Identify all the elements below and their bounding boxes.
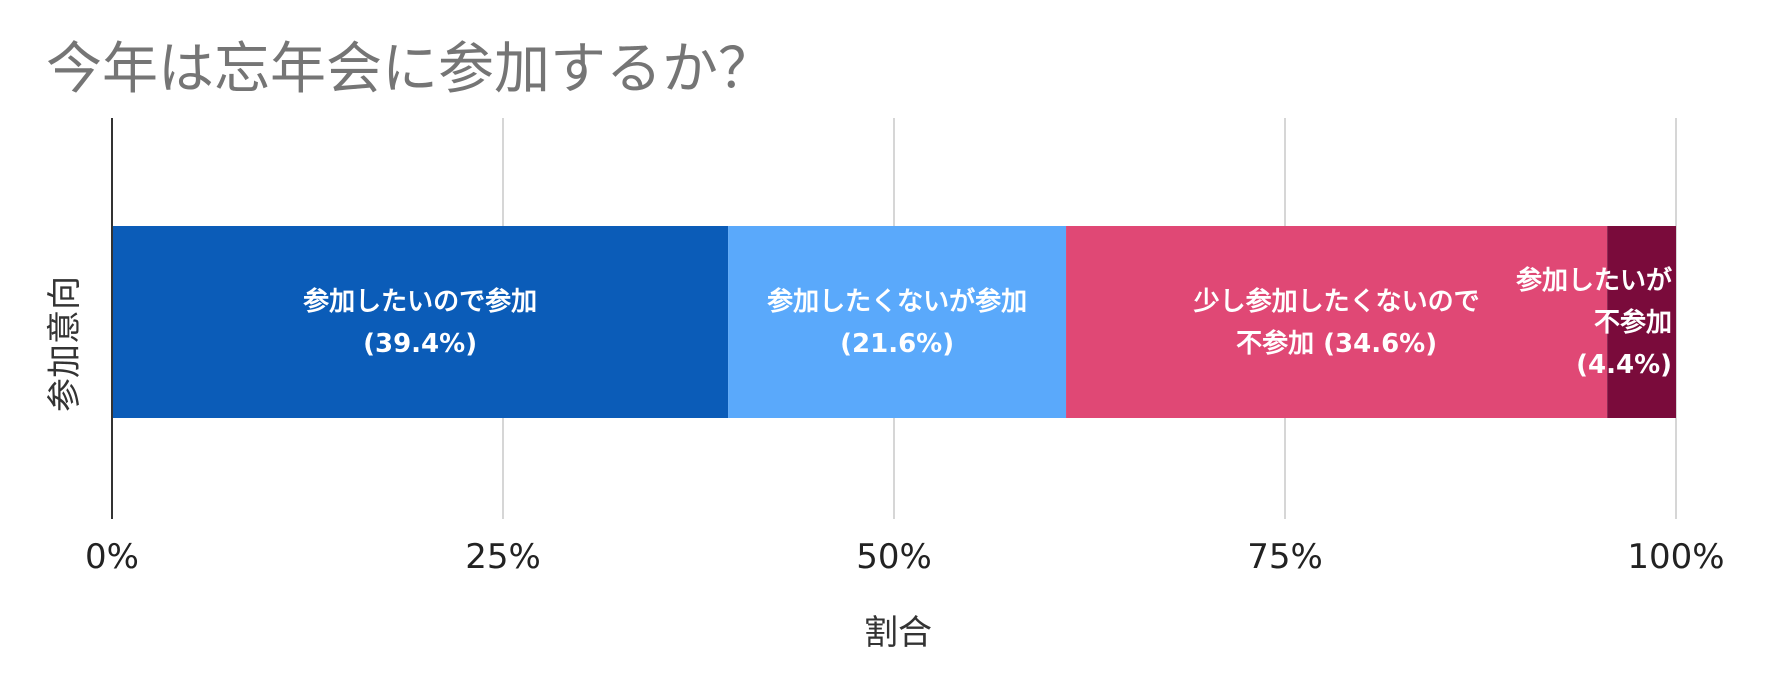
bar-segment bbox=[728, 226, 1067, 418]
x-axis-title: 割合 bbox=[864, 613, 932, 653]
bar-segment-label: 少し参加したくないので不参加 (34.6%) bbox=[1193, 286, 1480, 359]
bar-segment bbox=[1607, 226, 1676, 418]
x-tick-label: 50% bbox=[856, 537, 932, 577]
bar-segment bbox=[112, 226, 729, 418]
chart-title: 今年は忘年会に参加するか？ bbox=[46, 37, 774, 102]
bar-segment-label: 参加したくないが参加(21.6%) bbox=[767, 286, 1027, 359]
bar-segment-label: 参加したいので参加(39.4%) bbox=[303, 286, 537, 359]
y-axis-title: 参加意向 bbox=[45, 276, 85, 412]
bar-segment-label: 参加したいが不参加(4.4%) bbox=[1516, 265, 1672, 380]
x-tick-label: 75% bbox=[1247, 537, 1323, 577]
x-tick-labels: 0% 25% 50% 75% 100% bbox=[85, 537, 1725, 577]
bar-segment bbox=[1066, 226, 1608, 418]
bar-segment-labels: 参加したいので参加(39.4%) 参加したくないが参加(21.6%) 少し参加したく… bbox=[303, 265, 1672, 380]
bar-segments bbox=[112, 226, 1676, 418]
x-tick-label: 100% bbox=[1627, 537, 1724, 577]
x-tick-label: 25% bbox=[465, 537, 541, 577]
x-tick-label: 0% bbox=[85, 537, 139, 577]
